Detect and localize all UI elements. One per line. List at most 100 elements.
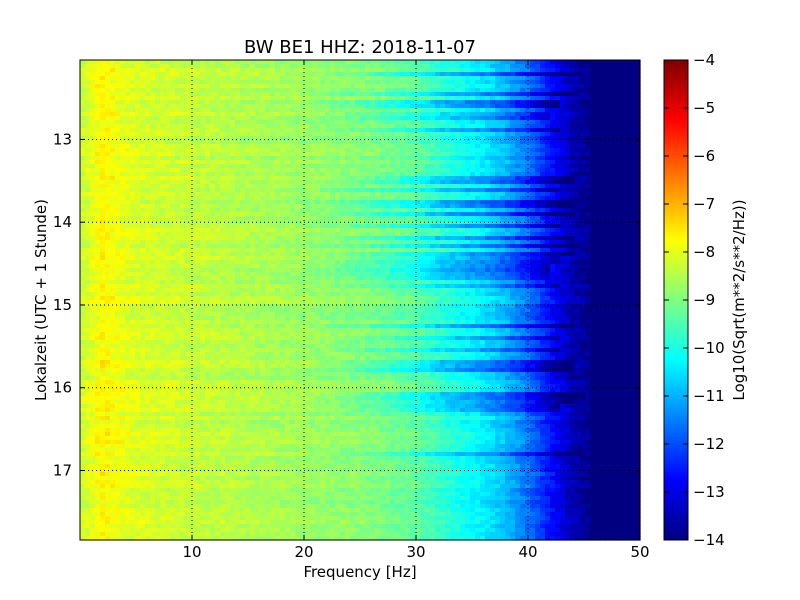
heatmap-cell xyxy=(160,140,166,145)
heatmap-cell xyxy=(495,112,501,117)
heatmap-cell xyxy=(270,144,276,149)
heatmap-cell xyxy=(295,148,301,153)
heatmap-cell xyxy=(530,228,536,233)
heatmap-cell xyxy=(155,72,161,77)
heatmap-cell xyxy=(200,236,206,241)
heatmap-cell xyxy=(595,180,601,185)
heatmap-cell xyxy=(470,92,476,97)
heatmap-cell xyxy=(430,216,436,221)
heatmap-cell xyxy=(150,72,156,77)
heatmap-cell xyxy=(555,148,561,153)
heatmap-cell xyxy=(565,212,571,217)
heatmap-cell xyxy=(300,232,306,237)
heatmap-cell xyxy=(150,80,156,85)
heatmap-cell xyxy=(440,84,446,89)
heatmap-cell xyxy=(510,144,516,149)
heatmap-cell xyxy=(130,212,136,217)
heatmap-cell xyxy=(430,104,436,109)
heatmap-cell xyxy=(430,100,436,105)
heatmap-cell xyxy=(105,224,111,229)
heatmap-cell xyxy=(125,84,131,89)
heatmap-cell xyxy=(380,124,386,129)
heatmap-cell xyxy=(195,60,201,65)
heatmap-cell xyxy=(210,136,216,141)
heatmap-cell xyxy=(400,96,406,101)
heatmap-cell xyxy=(590,228,596,233)
heatmap-cell xyxy=(355,208,361,213)
heatmap-cell xyxy=(445,84,451,89)
heatmap-cell xyxy=(260,108,266,113)
heatmap-cell xyxy=(145,220,151,225)
heatmap-cell xyxy=(565,148,571,153)
heatmap-cell xyxy=(135,180,141,185)
heatmap-cell xyxy=(145,160,151,165)
heatmap-cell xyxy=(365,72,371,77)
heatmap-cell xyxy=(310,192,316,197)
heatmap-cell xyxy=(570,84,576,89)
heatmap-cell xyxy=(190,164,196,169)
heatmap-cell xyxy=(585,204,591,209)
heatmap-cell xyxy=(235,164,241,169)
heatmap-cell xyxy=(560,124,566,129)
heatmap-cell xyxy=(545,192,551,197)
heatmap-cell xyxy=(595,164,601,169)
heatmap-cell xyxy=(425,200,431,205)
heatmap-cell xyxy=(540,184,546,189)
heatmap-cell xyxy=(100,152,106,157)
heatmap-cell xyxy=(255,164,261,169)
heatmap-cell xyxy=(415,208,421,213)
heatmap-cell xyxy=(350,176,356,181)
heatmap-cell xyxy=(480,132,486,137)
heatmap-cell xyxy=(360,68,366,73)
heatmap-cell xyxy=(145,188,151,193)
heatmap-cell xyxy=(275,116,281,121)
heatmap-cell xyxy=(115,108,121,113)
heatmap-cell xyxy=(435,112,441,117)
heatmap-cell xyxy=(510,128,516,133)
heatmap-cell xyxy=(515,112,521,117)
heatmap-cell xyxy=(185,76,191,81)
heatmap-cell xyxy=(465,92,471,97)
heatmap-cell xyxy=(90,108,96,113)
heatmap-cell xyxy=(615,176,621,181)
heatmap-cell xyxy=(220,112,226,117)
heatmap-cell xyxy=(130,172,136,177)
heatmap-cell xyxy=(100,176,106,181)
heatmap-cell xyxy=(485,92,491,97)
heatmap-cell xyxy=(305,176,311,181)
heatmap-cell xyxy=(360,208,366,213)
heatmap-cell xyxy=(235,180,241,185)
heatmap-cell xyxy=(430,200,436,205)
heatmap-cell xyxy=(550,84,556,89)
heatmap-cell xyxy=(560,88,566,93)
heatmap-cell xyxy=(435,92,441,97)
heatmap-cell xyxy=(195,212,201,217)
heatmap-cell xyxy=(590,64,596,69)
heatmap-cell xyxy=(240,176,246,181)
heatmap-cell xyxy=(625,136,631,141)
heatmap-cell xyxy=(245,112,251,117)
heatmap-cell xyxy=(420,164,426,169)
heatmap-cell xyxy=(100,216,106,221)
heatmap-cell xyxy=(505,188,511,193)
heatmap-cell xyxy=(630,168,636,173)
heatmap-cell xyxy=(490,84,496,89)
heatmap-cell xyxy=(180,152,186,157)
heatmap-cell xyxy=(185,208,191,213)
heatmap-cell xyxy=(310,96,316,101)
heatmap-cell xyxy=(80,144,86,149)
heatmap-cell xyxy=(330,88,336,93)
heatmap-cell xyxy=(580,212,586,217)
heatmap-cell xyxy=(630,200,636,205)
heatmap-cell xyxy=(85,232,91,237)
heatmap-cell xyxy=(580,196,586,201)
heatmap-cell xyxy=(270,204,276,209)
heatmap-cell xyxy=(600,120,606,125)
heatmap-cell xyxy=(220,152,226,157)
heatmap-cell xyxy=(260,200,266,205)
heatmap-cell xyxy=(435,104,441,109)
heatmap-cell xyxy=(120,124,126,129)
heatmap-cell xyxy=(610,80,616,85)
heatmap-cell xyxy=(155,148,161,153)
heatmap-cell xyxy=(305,80,311,85)
